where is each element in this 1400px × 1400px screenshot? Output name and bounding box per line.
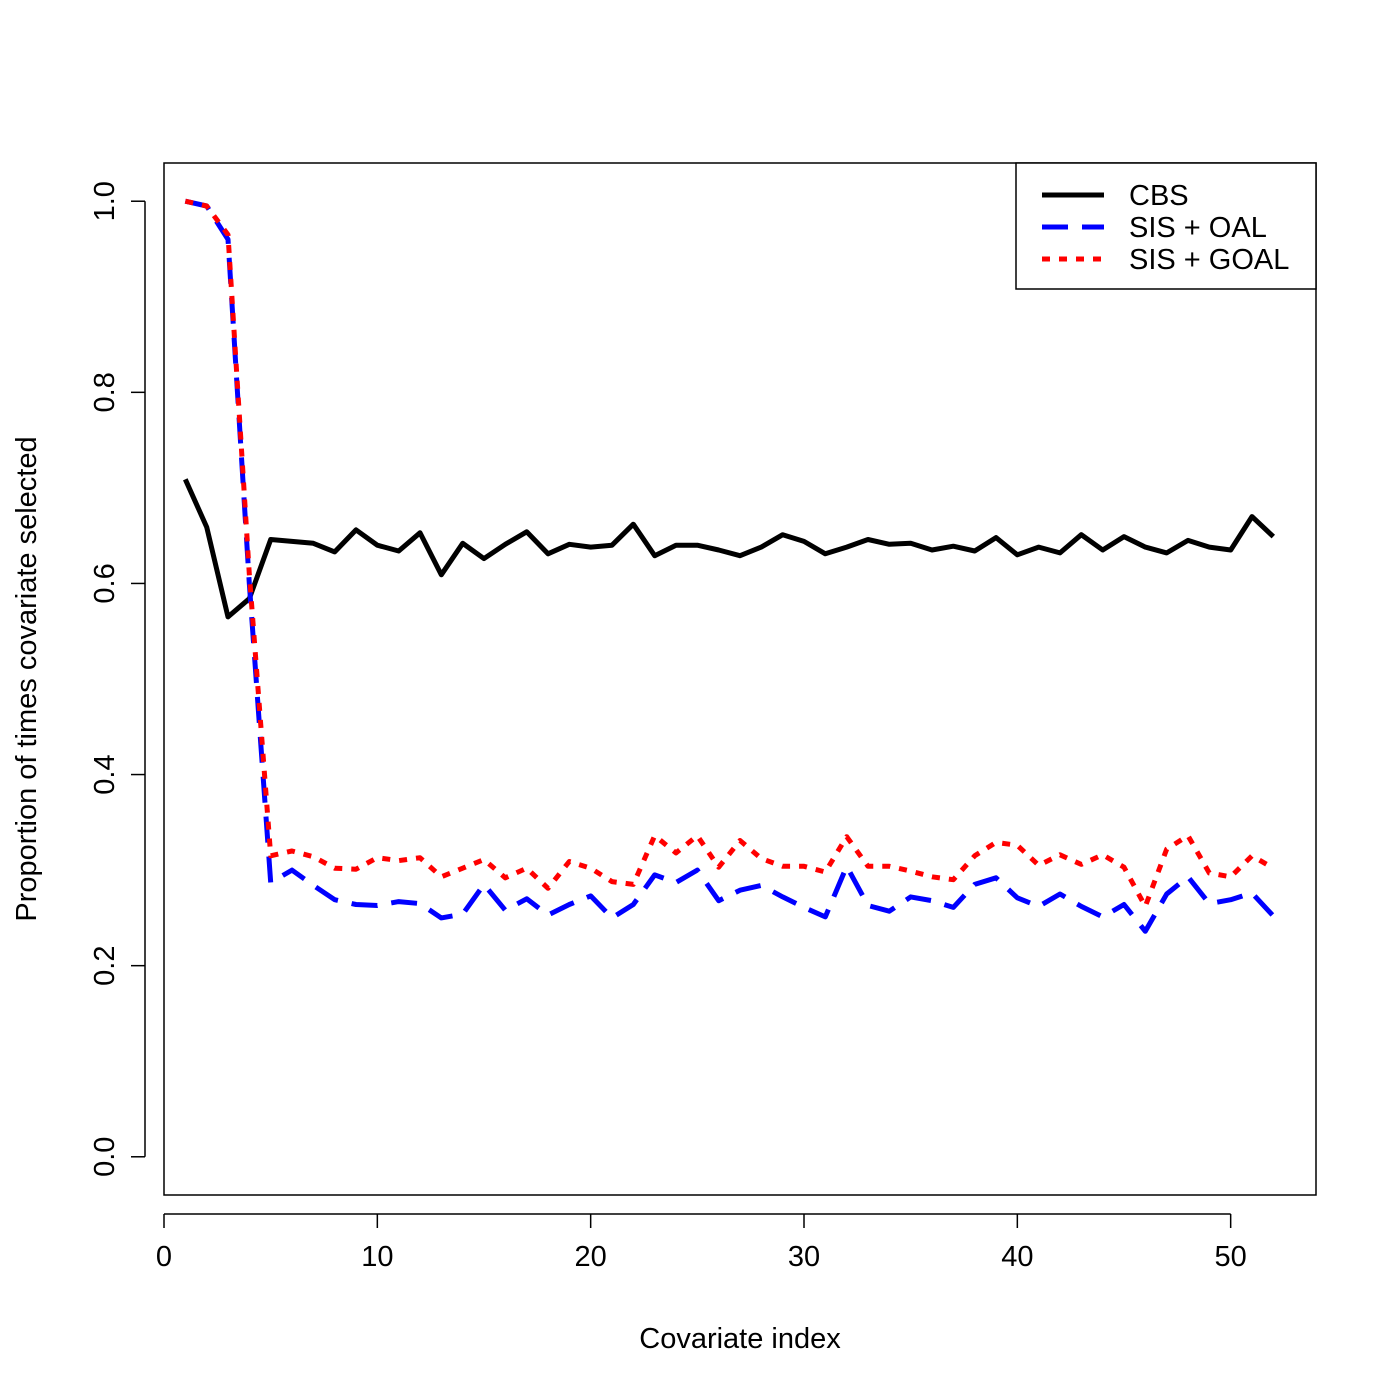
x-tick-label: 10: [361, 1241, 393, 1273]
x-axis-title: Covariate index: [639, 1323, 841, 1355]
y-tick-label: 0.6: [89, 563, 121, 603]
legend-label-1: CBS: [1129, 180, 1189, 212]
y-tick-label: 0.2: [89, 946, 121, 986]
x-axis: 0 10 20 30 40 50: [156, 1213, 1247, 1273]
y-tick-label: 0.4: [89, 754, 121, 794]
x-tick-label: 20: [575, 1241, 607, 1273]
y-tick-label: 0.0: [89, 1137, 121, 1177]
series-line-3: [184, 198, 1275, 909]
x-tick-label: 30: [788, 1241, 820, 1273]
y-axis-title: Proportion of times covariate selected: [11, 436, 43, 921]
x-tick-label: 0: [156, 1241, 172, 1273]
legend-label-2: SIS + OAL: [1129, 212, 1267, 244]
x-tick-label: 50: [1215, 1241, 1247, 1273]
series-line-2: [184, 198, 1276, 934]
plot-frame: [163, 162, 1317, 1196]
y-axis: 0.0 0.2 0.4 0.6 0.8 1.0: [89, 181, 146, 1177]
series-line-1: [183, 478, 1276, 620]
x-tick-label: 40: [1001, 1241, 1033, 1273]
y-tick-label: 0.8: [89, 372, 121, 412]
plot-area: [183, 198, 1276, 934]
y-tick-label: 1.0: [89, 181, 121, 221]
legend-label-3: SIS + GOAL: [1129, 244, 1289, 276]
